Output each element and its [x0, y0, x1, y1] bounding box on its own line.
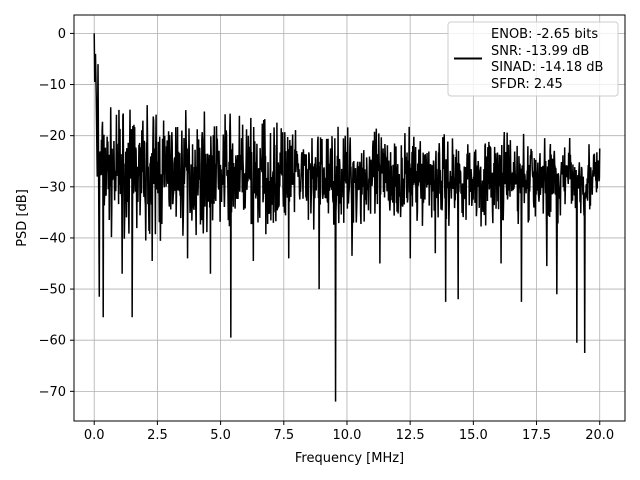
y-tick-label: −20	[39, 129, 66, 144]
x-tick-label: 5.0	[210, 428, 231, 443]
y-axis-label: PSD [dB]	[15, 189, 30, 247]
series-layer	[93, 33, 601, 402]
x-tick-label: 2.5	[147, 428, 168, 443]
legend-entry-snr: SNR: -13.99 dB	[491, 44, 589, 59]
x-tick-label: 7.5	[273, 428, 294, 443]
plot-frame	[73, 14, 626, 422]
legend-entry-enob: ENOB: -2.65 bits	[491, 27, 598, 42]
y-tick-label: −60	[39, 334, 66, 349]
y-tick-label: −40	[39, 231, 66, 246]
y-tick-label: −70	[39, 385, 66, 400]
legend: ENOB: -2.65 bits SNR: -13.99 dB SINAD: -…	[447, 21, 619, 97]
x-axis-label: Frequency [MHz]	[295, 451, 404, 466]
ticks: 0.0 2.5 5.0 7.5 10.0 12.5 15.0 17.5 20.0 0 −10 −20 −…	[39, 27, 615, 443]
x-tick-label: 15.0	[459, 428, 488, 443]
legend-box	[447, 21, 619, 97]
psd-series-line	[93, 33, 601, 402]
legend-entry-sinad: SINAD: -14.18 dB	[491, 60, 603, 75]
x-tick-label: 0.0	[84, 428, 105, 443]
y-tick-label: −10	[39, 78, 66, 93]
y-tick-label: −30	[39, 180, 66, 195]
y-tick-label: −50	[39, 283, 66, 298]
x-tick-label: 17.5	[522, 428, 551, 443]
x-tick-label: 12.5	[396, 428, 425, 443]
x-tick-label: 10.0	[332, 428, 361, 443]
y-tick-label: 0	[58, 27, 66, 42]
legend-entry-sfdr: SFDR: 2.45	[491, 77, 563, 92]
x-tick-label: 20.0	[585, 428, 614, 443]
